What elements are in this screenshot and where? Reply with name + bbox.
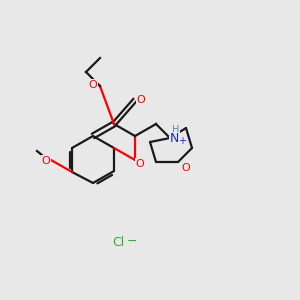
Text: O: O bbox=[136, 159, 144, 169]
Text: +: + bbox=[178, 136, 186, 146]
Text: N: N bbox=[169, 133, 179, 146]
Text: H: H bbox=[172, 125, 180, 135]
Text: O: O bbox=[136, 95, 146, 105]
Text: O: O bbox=[42, 156, 50, 166]
Text: Cl: Cl bbox=[112, 236, 124, 250]
Text: O: O bbox=[182, 163, 190, 173]
Text: O: O bbox=[88, 80, 98, 90]
Text: −: − bbox=[127, 235, 137, 248]
